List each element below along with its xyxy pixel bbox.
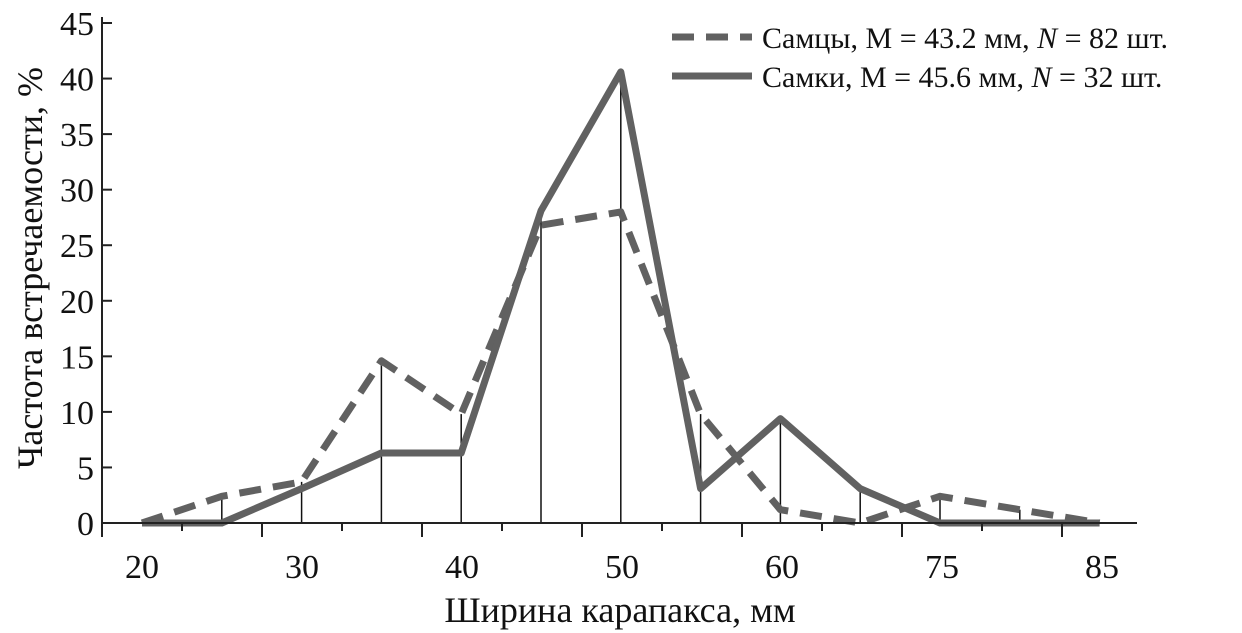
x-tick-label: 75 xyxy=(925,549,959,586)
y-tick-label: 30 xyxy=(60,173,94,210)
x-tick-label: 85 xyxy=(1085,549,1119,586)
legend-label-males: Самцы, M = 43.2 мм, N = 82 шт. xyxy=(762,22,1168,55)
y-tick-label: 20 xyxy=(60,284,94,321)
x-tick-label: 40 xyxy=(445,549,479,586)
y-tick-label: 40 xyxy=(60,62,94,99)
x-tick-label: 20 xyxy=(125,549,159,586)
axes xyxy=(101,17,1137,537)
y-tick-label: 15 xyxy=(60,339,94,376)
y-tick-label: 5 xyxy=(77,450,94,487)
legend: Самцы, M = 43.2 мм, N = 82 шт. Самки, M … xyxy=(672,22,1168,94)
x-tick-label: 50 xyxy=(605,549,639,586)
y-tick-label: 0 xyxy=(77,506,94,543)
legend-label-females: Самки, M = 45.6 мм, N = 32 шт. xyxy=(762,61,1162,94)
x-tick-label: 60 xyxy=(765,549,799,586)
y-axis-title: Частота встречаемости, % xyxy=(10,67,50,469)
drop-lines xyxy=(221,71,1021,523)
y-tick-label: 35 xyxy=(60,117,94,154)
y-tick-label: 10 xyxy=(60,395,94,432)
y-tick-label: 25 xyxy=(60,228,94,265)
x-tick-label: 30 xyxy=(285,549,319,586)
series-line-males xyxy=(140,208,1101,527)
y-tick-label: 45 xyxy=(60,6,94,43)
tick-labels: 0 5 10 15 20 25 30 35 40 45 20 30 40 50 60 75 85 xyxy=(60,6,1119,586)
x-axis-title: Ширина карапакса, мм xyxy=(444,590,795,630)
